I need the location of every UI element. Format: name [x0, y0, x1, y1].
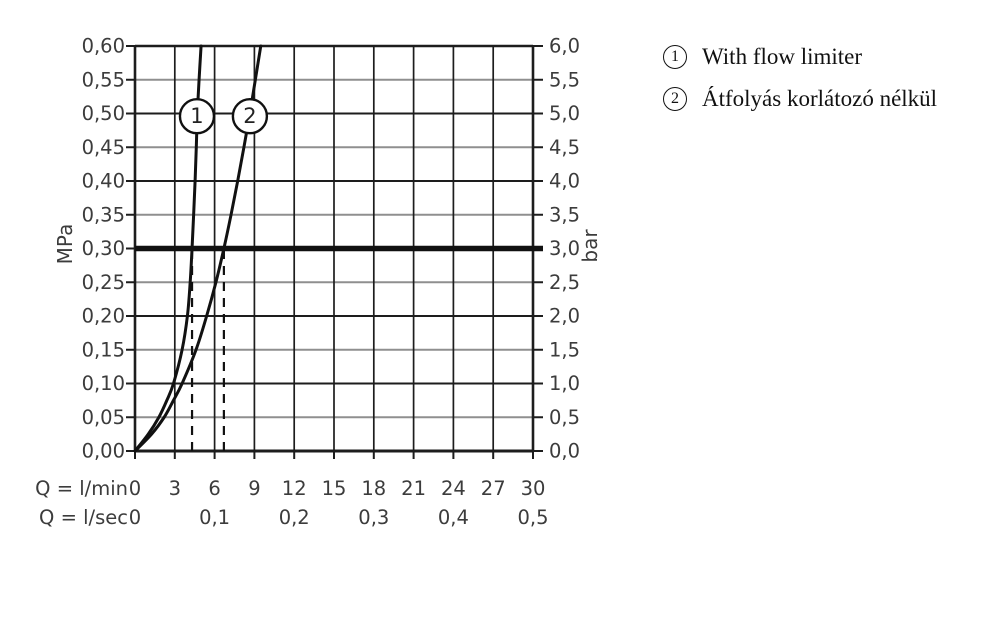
curve-callout-circle-2	[231, 97, 269, 135]
x-tick-label-lmin: 0	[129, 477, 141, 500]
x-tick-label-lsec: 0,1	[199, 506, 230, 529]
legend-label-1: With flow limiter	[702, 44, 863, 69]
y-tick-label-bar: 1,0	[549, 372, 580, 395]
x-tick-label-lmin: 21	[401, 477, 426, 500]
legend: 1 With flow limiter 2 Átfolyás korlátozó…	[663, 44, 937, 128]
y-tick-label-mpa: 0,55	[82, 68, 125, 91]
x-tick-label-lsec: 0,4	[438, 506, 469, 529]
y-tick-label-bar: 0,5	[549, 406, 580, 429]
curve-callout-number-2: 2	[243, 104, 256, 128]
circled-1-icon: 1	[663, 45, 687, 69]
x-tick-label-lmin: 15	[322, 477, 347, 500]
x-tick-label-lsec: 0,5	[517, 506, 548, 529]
curve-callout-circle-1	[178, 97, 216, 135]
y-tick-label-mpa: 0,25	[82, 271, 125, 294]
y-tick-label-mpa: 0,10	[82, 372, 125, 395]
y-tick-label-mpa: 0,15	[82, 338, 125, 361]
x-axis-caption-lmin: Q = l/min	[35, 477, 128, 500]
x-tick-label-lmin: 27	[481, 477, 506, 500]
y-tick-label-mpa: 0,30	[82, 237, 125, 260]
x-tick-label-lmin: 3	[169, 477, 181, 500]
x-tick-label-lmin: 9	[248, 477, 260, 500]
y-tick-label-mpa: 0,00	[82, 440, 125, 463]
y-axis-unit-bar: bar	[578, 229, 602, 263]
legend-label-2: Átfolyás korlátozó nélkül	[702, 86, 938, 111]
y-tick-label-bar: 4,0	[549, 170, 580, 193]
y-tick-label-bar: 5,5	[549, 68, 580, 91]
y-tick-label-bar: 0,0	[549, 440, 580, 463]
y-tick-label-mpa: 0,45	[82, 136, 125, 159]
legend-item-1: 1 With flow limiter	[663, 44, 937, 70]
legend-item-2: 2 Átfolyás korlátozó nélkül	[663, 86, 937, 112]
x-tick-label-lmin: 12	[282, 477, 307, 500]
x-tick-label-lmin: 18	[361, 477, 386, 500]
y-tick-label-bar: 4,5	[549, 136, 580, 159]
x-tick-label-lsec: 0,2	[279, 506, 310, 529]
x-tick-label-lmin: 6	[208, 477, 220, 500]
x-tick-label-lmin: 24	[441, 477, 466, 500]
y-tick-label-bar: 2,5	[549, 271, 580, 294]
circled-2-icon: 2	[663, 87, 687, 111]
y-tick-label-bar: 5,0	[549, 102, 580, 125]
curve-callout-number-1: 1	[190, 104, 203, 128]
y-tick-label-bar: 2,0	[549, 305, 580, 328]
x-tick-label-lsec: 0,3	[358, 506, 389, 529]
y-tick-label-bar: 3,5	[549, 203, 580, 226]
y-tick-label-bar: 6,0	[549, 35, 580, 58]
y-tick-label-mpa: 0,35	[82, 203, 125, 226]
y-axis-unit-mpa: MPa	[53, 224, 77, 265]
y-tick-label-bar: 3,0	[549, 237, 580, 260]
y-tick-label-mpa: 0,20	[82, 305, 125, 328]
x-axis-caption-lsec: Q = l/sec	[39, 506, 128, 529]
y-tick-label-mpa: 0,40	[82, 170, 125, 193]
y-tick-label-mpa: 0,50	[82, 102, 125, 125]
x-tick-label-lmin: 30	[521, 477, 546, 500]
y-tick-label-mpa: 0,60	[82, 35, 125, 58]
y-tick-label-bar: 1,5	[549, 338, 580, 361]
x-tick-label-lsec: 0	[129, 506, 141, 529]
y-tick-label-mpa: 0,05	[82, 406, 125, 429]
